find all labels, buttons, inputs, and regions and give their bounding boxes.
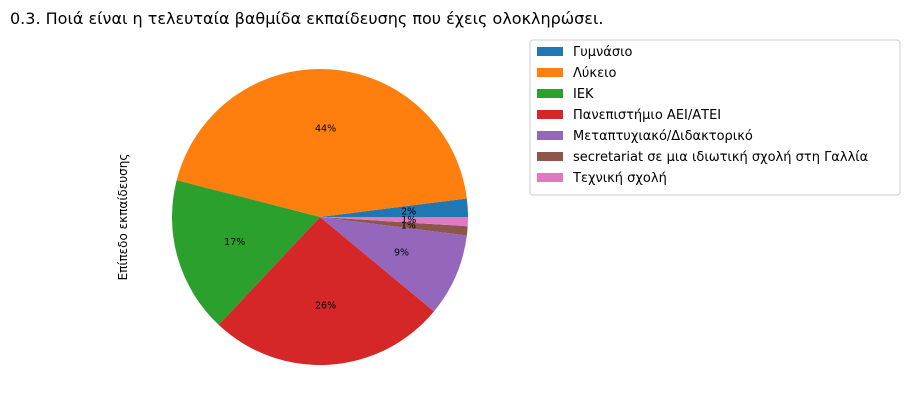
- pie-percent-label: 9%: [394, 247, 409, 258]
- pie-percent-label: 17%: [224, 237, 245, 248]
- legend-swatch: [537, 89, 563, 98]
- legend-swatch: [537, 131, 563, 140]
- y-axis-label: Επίπεδο εκπαίδευσης: [116, 154, 130, 281]
- pie-slice: [176, 68, 467, 217]
- chart-title: 0.3. Ποιά είναι η τελευταία βαθμίδα εκπα…: [10, 9, 603, 28]
- pie-slice: [320, 217, 468, 227]
- pie-percent-label: 2%: [401, 206, 416, 217]
- legend-swatch: [537, 152, 563, 161]
- legend: Γυμνάσιο Λύκειο ΙΕΚ Πανεπιστήμιο ΑΕΙ/ΑΤΕΙ Με…: [529, 39, 901, 196]
- pie-slice: [320, 217, 468, 236]
- pie-percent-label: 1%: [401, 215, 416, 226]
- legend-label: ΙΕΚ: [573, 87, 594, 102]
- pie-slice: [171, 180, 320, 325]
- pie-percentage-labels: 2% 44% 17% 26% 9% 1%1%: [224, 123, 416, 311]
- legend-swatch: [537, 173, 563, 182]
- legend-label: Πανεπιστήμιο ΑΕΙ/ΑΤΕΙ: [573, 108, 721, 123]
- legend-label: Μεταπτυχιακό/Διδακτορικό: [573, 129, 753, 144]
- legend-label: Γυμνάσιο: [573, 45, 633, 60]
- legend-label: Λύκειο: [573, 66, 617, 81]
- legend-label: secretariat σε μια ιδιωτική σχολή στη Γα…: [573, 150, 868, 165]
- legend-frame: [529, 39, 901, 196]
- pie-slice: [218, 217, 435, 365]
- legend-swatch: [537, 47, 563, 56]
- pie-slice: [320, 198, 468, 217]
- pie-percent-label: 1%: [401, 220, 416, 231]
- legend-label: Τεχνική σχολή: [572, 171, 667, 186]
- legend-swatch: [537, 110, 563, 119]
- legend-swatch: [537, 68, 563, 77]
- pie-slices: [171, 68, 468, 365]
- pie-percent-label: 44%: [315, 123, 336, 134]
- pie-percent-label: 26%: [315, 301, 336, 312]
- pie-slice: [320, 217, 467, 312]
